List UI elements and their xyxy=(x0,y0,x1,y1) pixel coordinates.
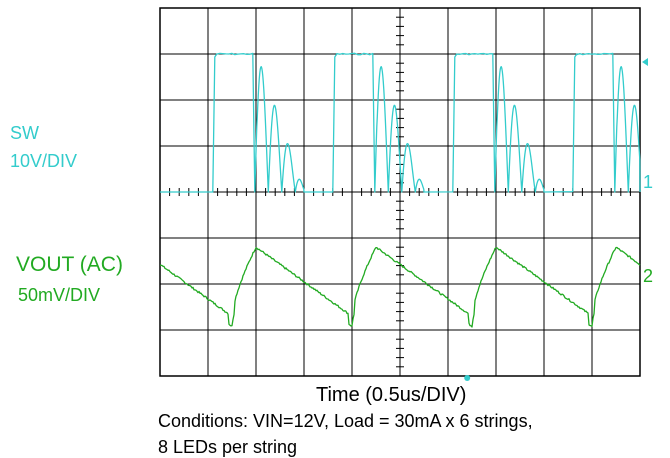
x-axis-label: Time (0.5us/DIV) xyxy=(316,384,467,406)
traces xyxy=(159,52,641,328)
channel-1-marker: 1 xyxy=(643,172,653,192)
conditions-line-1: Conditions: VIN=12V, Load = 30mA x 6 str… xyxy=(158,411,533,431)
sw-scale-label: 10V/DIV xyxy=(10,151,78,171)
vout-scale-label: 50mV/DIV xyxy=(18,285,101,305)
conditions-line-2: 8 LEDs per string xyxy=(158,437,298,457)
trigger-level-marker xyxy=(642,58,648,66)
vout-trace-line xyxy=(159,246,641,328)
vout-trace-label: VOUT (AC) xyxy=(16,253,123,276)
sw-trace-line xyxy=(160,52,641,193)
channel-2-marker: 2 xyxy=(643,266,653,286)
sw-trace-label: SW xyxy=(10,123,39,143)
channel-markers: 12 xyxy=(464,58,653,381)
trigger-position-marker xyxy=(464,375,471,381)
